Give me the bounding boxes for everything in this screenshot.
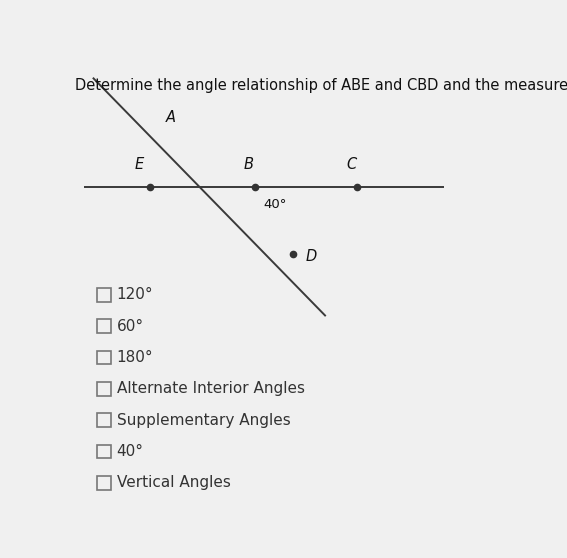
Text: B: B [244, 157, 254, 172]
Text: E: E [134, 157, 143, 172]
Text: D: D [306, 248, 317, 263]
Text: Determine the angle relationship of ABE and CBD and the measure of angle ABE.: Determine the angle relationship of ABE … [75, 78, 567, 93]
Text: 40°: 40° [117, 444, 143, 459]
Text: A: A [166, 110, 175, 125]
Text: 40°: 40° [263, 198, 287, 211]
Text: 60°: 60° [117, 319, 143, 334]
Text: Alternate Interior Angles: Alternate Interior Angles [117, 381, 304, 396]
Text: Supplementary Angles: Supplementary Angles [117, 412, 290, 427]
Text: Vertical Angles: Vertical Angles [117, 475, 230, 490]
Text: 120°: 120° [117, 287, 153, 302]
Text: C: C [346, 157, 356, 172]
Text: 180°: 180° [117, 350, 153, 365]
